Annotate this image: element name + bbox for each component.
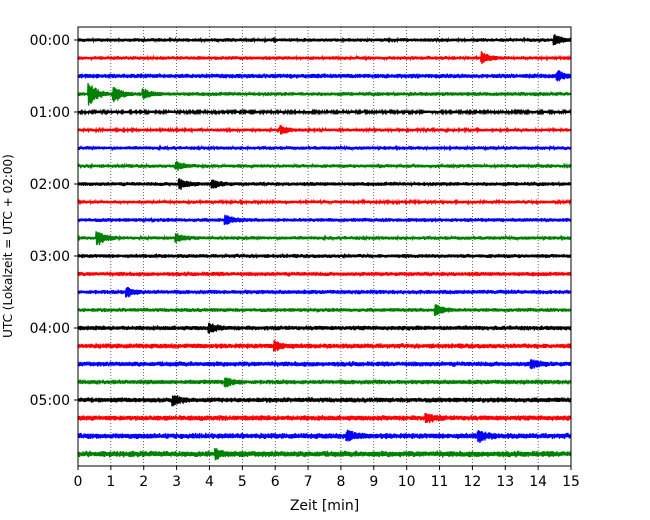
trace-line bbox=[77, 160, 572, 171]
y-axis-label: UTC (Lokalzeit = UTC + 02:00) bbox=[1, 154, 15, 338]
x-tick-label: 1 bbox=[106, 474, 115, 490]
x-tick-label: 3 bbox=[172, 474, 181, 490]
trace-line bbox=[77, 429, 572, 443]
x-tick-label: 2 bbox=[139, 474, 148, 490]
trace-line bbox=[77, 108, 572, 116]
x-tick-label: 11 bbox=[431, 474, 449, 490]
y-tick-label: 03:00 bbox=[30, 249, 70, 265]
trace-line bbox=[77, 322, 572, 334]
plot-background bbox=[78, 27, 571, 466]
x-tick-label: 10 bbox=[398, 474, 416, 490]
trace-line bbox=[77, 231, 572, 246]
y-tick-label: 05:00 bbox=[30, 393, 70, 409]
x-axis-label: Zeit [min] bbox=[290, 498, 359, 514]
x-axis-ticks: 0 1 2 3 4 5 6 7 8 9 10 11 12 13 14 15 bbox=[74, 466, 580, 490]
trace-line bbox=[77, 447, 572, 461]
trace-line bbox=[77, 377, 572, 388]
trace-line bbox=[77, 412, 572, 424]
x-tick-label: 15 bbox=[562, 474, 580, 490]
trace-line bbox=[77, 198, 572, 206]
trace-line bbox=[77, 125, 572, 135]
trace-line bbox=[77, 178, 572, 190]
y-axis-ticks: 00:00 01:00 02:00 03:00 04:00 05:00 bbox=[30, 33, 78, 409]
x-tick-label: 4 bbox=[205, 474, 214, 490]
trace-line bbox=[77, 34, 572, 46]
trace-line bbox=[77, 51, 572, 65]
x-tick-label: 9 bbox=[369, 474, 378, 490]
y-tick-label: 02:00 bbox=[30, 177, 70, 193]
trace-line bbox=[77, 144, 572, 152]
trace-line bbox=[77, 271, 572, 278]
x-tick-label: 8 bbox=[336, 474, 345, 490]
x-tick-label: 12 bbox=[463, 474, 481, 490]
trace-line bbox=[77, 339, 572, 352]
x-tick-label: 13 bbox=[496, 474, 514, 490]
x-tick-label: 5 bbox=[238, 474, 247, 490]
x-tick-label: 0 bbox=[74, 474, 83, 490]
y-tick-label: 04:00 bbox=[30, 321, 70, 337]
trace-line bbox=[77, 252, 572, 260]
y-tick-label: 01:00 bbox=[30, 105, 70, 121]
x-tick-label: 14 bbox=[529, 474, 547, 490]
trace-line bbox=[77, 395, 572, 407]
trace-line bbox=[77, 214, 572, 225]
trace-line bbox=[77, 70, 572, 82]
plot-frame bbox=[77, 26, 572, 467]
trace-line bbox=[77, 83, 572, 106]
x-tick-label: 6 bbox=[271, 474, 280, 490]
x-tick-label: 7 bbox=[304, 474, 313, 490]
trace-line bbox=[77, 287, 572, 298]
y-tick-label: 00:00 bbox=[30, 33, 70, 49]
seismogram-traces bbox=[77, 34, 572, 461]
trace-line bbox=[77, 359, 572, 370]
trace-line bbox=[77, 304, 572, 316]
